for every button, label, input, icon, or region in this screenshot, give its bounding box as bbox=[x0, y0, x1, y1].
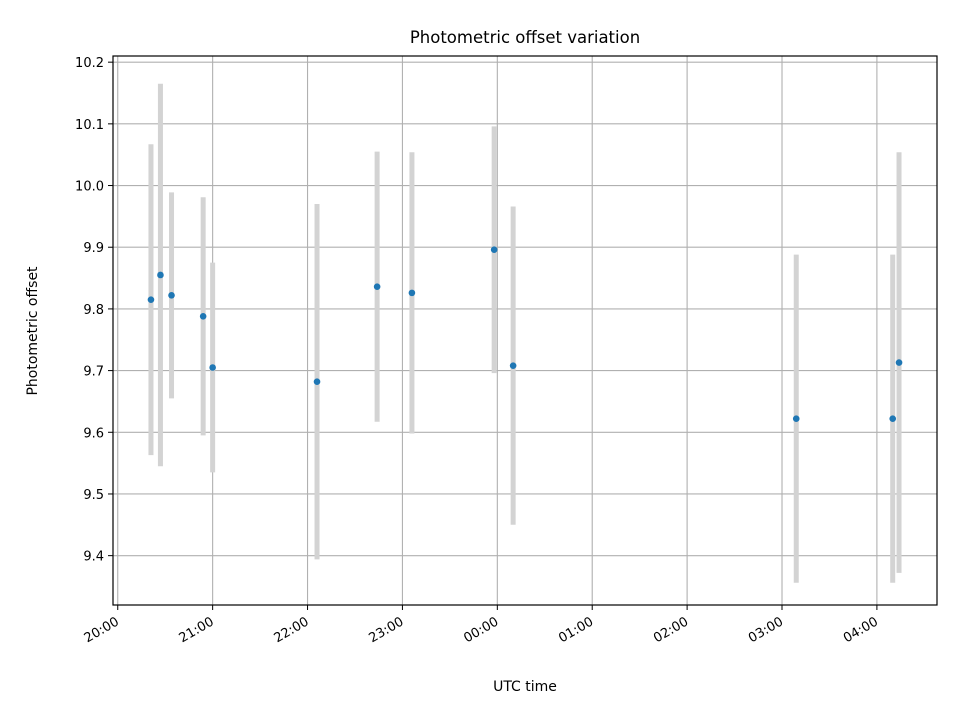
data-point bbox=[199, 313, 207, 320]
y-tick-label: 10.0 bbox=[75, 180, 104, 195]
data-point bbox=[209, 364, 216, 371]
data-points bbox=[147, 246, 903, 423]
data-point bbox=[889, 415, 897, 423]
y-tick-label: 9.4 bbox=[83, 550, 104, 565]
y-tick-label: 9.7 bbox=[83, 365, 104, 380]
y-axis-title: Photometric offset bbox=[25, 266, 41, 396]
data-point bbox=[895, 359, 903, 366]
y-tick-label: 9.9 bbox=[83, 241, 104, 256]
data-point bbox=[313, 378, 321, 385]
data-point bbox=[408, 289, 416, 297]
y-tick-label: 10.1 bbox=[75, 118, 104, 133]
y-axis-ticks: 9.4 9.5 9.6 9.7 9.8 9.9 10.0 10.1 10.2 bbox=[75, 56, 113, 565]
data-point bbox=[509, 362, 517, 369]
data-point bbox=[373, 283, 381, 291]
data-point bbox=[792, 415, 800, 423]
y-tick-label: 9.6 bbox=[83, 426, 104, 441]
data-point bbox=[168, 292, 175, 299]
chart-title: Photometric offset variation bbox=[410, 28, 640, 47]
data-point bbox=[157, 271, 164, 279]
plot-frame bbox=[112, 55, 938, 606]
data-point bbox=[147, 296, 155, 303]
data-point bbox=[490, 246, 498, 253]
x-axis-title: UTC time bbox=[493, 679, 557, 695]
grid bbox=[113, 56, 937, 605]
y-tick-label: 10.2 bbox=[75, 56, 104, 71]
y-tick-label: 9.8 bbox=[83, 303, 104, 318]
y-tick-label: 9.5 bbox=[83, 488, 104, 503]
